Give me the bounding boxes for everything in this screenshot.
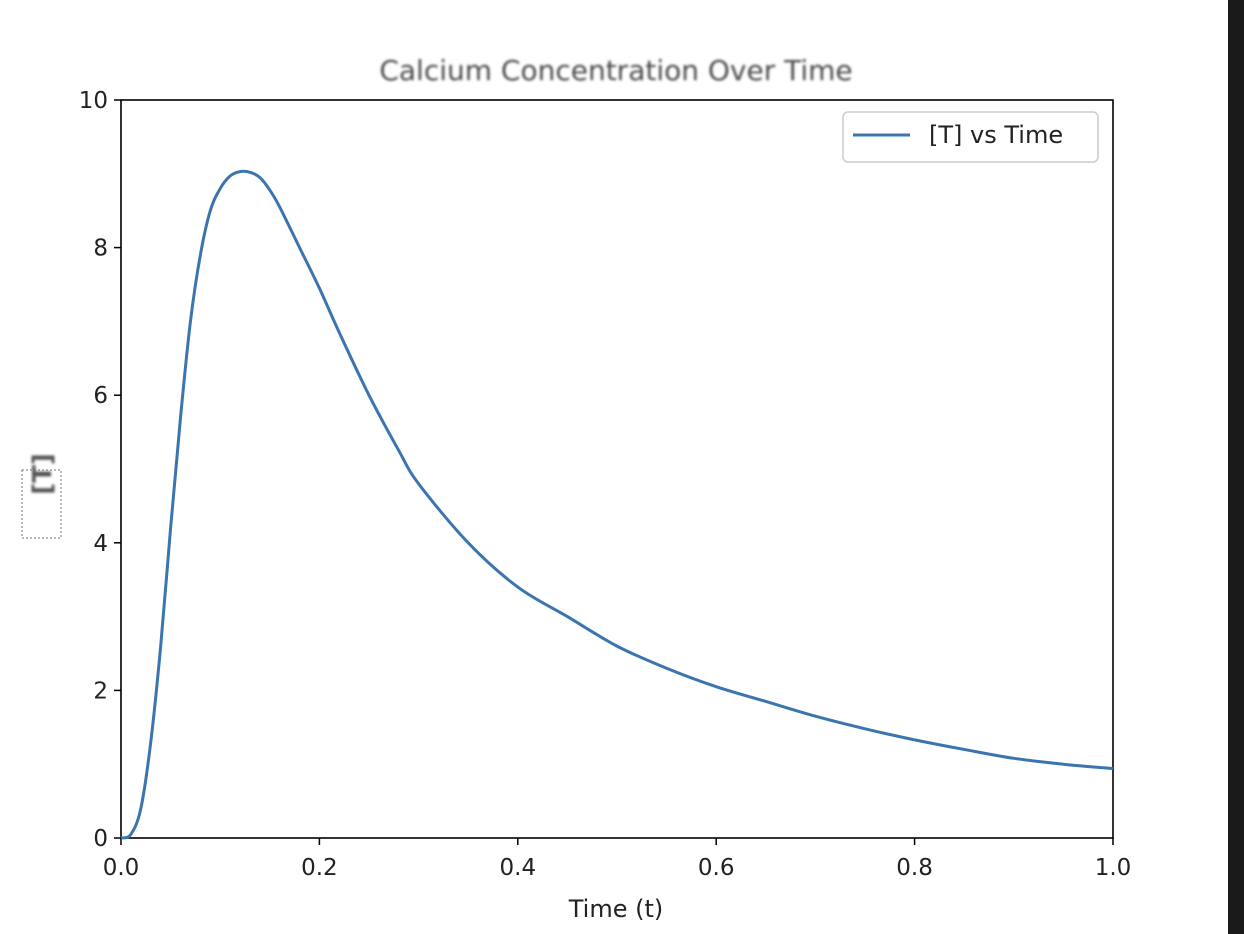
y-axis: 0 2 4 6 8 10 bbox=[79, 88, 121, 852]
y-tick-label: 2 bbox=[93, 678, 108, 704]
y-tick-label: 4 bbox=[93, 531, 108, 557]
y-tick-label: 8 bbox=[93, 236, 108, 262]
legend-label: [T] vs Time bbox=[929, 121, 1063, 149]
x-axis-label: Time (t) bbox=[568, 895, 664, 923]
legend: [T] vs Time bbox=[842, 111, 1099, 163]
y-tick-label: 10 bbox=[79, 88, 108, 114]
chart-title: Calcium Concentration Over Time bbox=[379, 54, 852, 87]
x-axis: 0.0 0.2 0.4 0.6 0.8 1.0 bbox=[103, 838, 1132, 881]
legend-box bbox=[842, 111, 1099, 163]
x-tick-label: 0.6 bbox=[698, 855, 735, 881]
x-tick-label: 0.8 bbox=[896, 855, 933, 881]
x-tick-label: 0.0 bbox=[103, 855, 140, 881]
window-edge bbox=[1228, 0, 1244, 934]
y-label-focus-box bbox=[21, 469, 62, 539]
series-layer bbox=[120, 169, 1114, 840]
x-tick-label: 1.0 bbox=[1095, 855, 1132, 881]
x-tick-label: 0.2 bbox=[301, 855, 338, 881]
plot-area-frame bbox=[120, 99, 1114, 839]
y-axis-label: [T] bbox=[28, 453, 58, 495]
x-tick-label: 0.4 bbox=[500, 855, 537, 881]
y-tick-label: 6 bbox=[93, 383, 108, 409]
series-line-0 bbox=[120, 169, 1114, 840]
y-tick-label: 0 bbox=[93, 826, 108, 852]
